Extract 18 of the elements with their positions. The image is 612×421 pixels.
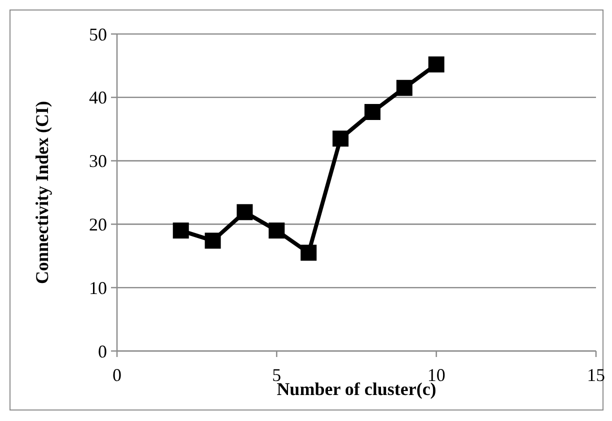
y-axis-title: Connectivity Index (CI) <box>32 100 52 284</box>
y-tick-label: 10 <box>89 278 107 298</box>
point <box>300 244 317 261</box>
point <box>268 222 285 239</box>
point <box>236 204 253 220</box>
point <box>364 104 380 120</box>
point <box>204 232 221 249</box>
y-tick-label: 40 <box>89 88 107 108</box>
x-tick-label: 15 <box>587 365 605 385</box>
point <box>396 80 412 96</box>
x-tick-label: 0 <box>112 365 122 385</box>
y-tick-label: 30 <box>89 151 107 172</box>
y-tick-label: 0 <box>98 341 107 362</box>
point <box>172 222 189 239</box>
y-tick-label: 50 <box>89 24 107 44</box>
point <box>428 56 444 72</box>
point <box>332 130 349 147</box>
y-tick-label: 20 <box>89 214 107 234</box>
